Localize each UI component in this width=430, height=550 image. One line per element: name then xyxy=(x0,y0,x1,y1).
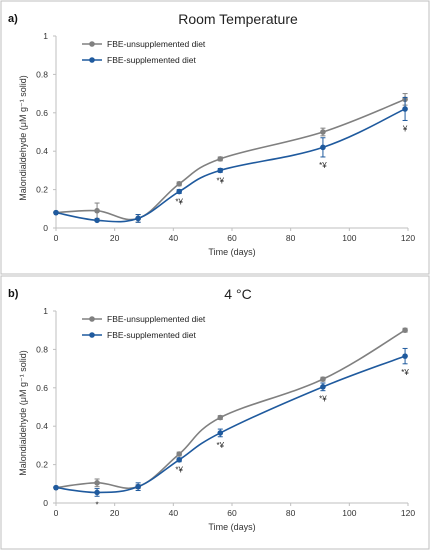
panel-label: a) xyxy=(8,13,18,25)
legend-label: FBE-supplemented diet xyxy=(107,330,196,340)
data-point xyxy=(176,457,182,463)
y-tick-label: 0.6 xyxy=(36,108,48,118)
data-point xyxy=(53,209,59,216)
chart-title: Room Temperature xyxy=(178,11,298,27)
data-point xyxy=(320,129,326,135)
y-tick-label: 0 xyxy=(43,498,48,508)
data-point xyxy=(176,451,182,457)
x-axis-label: Time (days) xyxy=(208,247,255,257)
legend-swatch-marker xyxy=(89,316,95,322)
legend-swatch-marker xyxy=(89,41,95,47)
data-point xyxy=(402,353,408,359)
y-tick-label: 0.4 xyxy=(36,146,48,156)
data-point xyxy=(217,156,224,162)
x-tick-label: 80 xyxy=(286,233,296,243)
y-tick-label: 0 xyxy=(43,223,48,233)
significance-annotation: *¥ xyxy=(401,368,409,377)
x-tick-label: 100 xyxy=(342,508,356,518)
legend-swatch-marker xyxy=(89,57,95,63)
data-point xyxy=(320,376,326,382)
data-point xyxy=(217,414,224,421)
significance-annotation: ¥ xyxy=(402,124,408,133)
data-point xyxy=(176,188,182,195)
data-point xyxy=(135,215,141,222)
legend-label: FBE-unsupplemented diet xyxy=(107,314,206,324)
data-point xyxy=(135,483,141,490)
x-tick-label: 20 xyxy=(110,508,120,518)
y-tick-label: 0.8 xyxy=(36,344,48,354)
panel-frame xyxy=(0,275,430,550)
x-tick-label: 40 xyxy=(169,233,179,243)
x-tick-label: 0 xyxy=(54,233,59,243)
x-tick-label: 120 xyxy=(401,233,415,243)
y-tick-label: 0.2 xyxy=(36,185,48,195)
legend-swatch-marker xyxy=(89,332,95,338)
data-point xyxy=(402,106,408,112)
x-tick-label: 20 xyxy=(110,233,120,243)
y-tick-label: 0.6 xyxy=(36,383,48,393)
legend-label: FBE-supplemented diet xyxy=(107,55,196,65)
chart-title: 4 °C xyxy=(224,286,251,302)
data-point xyxy=(320,384,326,390)
chart-panel-b: b) 4 °C 0 0.2 0.4 0.6 0.8 1 0 20 40 60 80 100 120 Time … xyxy=(0,275,430,550)
significance-annotation: *¥ xyxy=(175,197,183,206)
y-tick-label: 1 xyxy=(43,31,48,41)
data-point xyxy=(94,217,100,224)
x-tick-label: 120 xyxy=(401,508,415,518)
data-point xyxy=(217,167,224,174)
panel-label: b) xyxy=(8,288,19,300)
significance-annotation: *¥ xyxy=(216,441,224,450)
x-tick-label: 60 xyxy=(227,508,237,518)
data-point xyxy=(53,484,59,491)
y-tick-label: 0.2 xyxy=(36,460,48,470)
data-point xyxy=(402,327,408,333)
data-point xyxy=(320,144,326,151)
x-axis-label: Time (days) xyxy=(208,522,255,532)
x-tick-label: 100 xyxy=(342,233,356,243)
significance-annotation: *¥ xyxy=(319,395,327,404)
y-axis-label: Malondialdehyde (μM g⁻¹ solid) xyxy=(18,350,28,476)
data-point xyxy=(94,480,100,486)
data-point xyxy=(94,207,100,214)
y-tick-label: 0.4 xyxy=(36,421,48,431)
y-axis-label: Malondialdehyde (μM g⁻¹ solid) xyxy=(18,75,28,201)
significance-annotation: *¥ xyxy=(319,161,327,170)
significance-annotation: *¥ xyxy=(175,466,183,475)
data-point xyxy=(217,430,224,436)
legend-label: FBE-unsupplemented diet xyxy=(107,39,206,49)
data-point xyxy=(94,489,100,496)
x-tick-label: 0 xyxy=(54,508,59,518)
significance-annotation: * xyxy=(96,500,99,509)
x-tick-label: 40 xyxy=(169,508,179,518)
y-tick-label: 1 xyxy=(43,306,48,316)
panel-frame xyxy=(0,0,430,275)
y-tick-label: 0.8 xyxy=(36,69,48,79)
data-point xyxy=(176,181,182,187)
x-tick-label: 80 xyxy=(286,508,296,518)
significance-annotation: *¥ xyxy=(216,176,224,185)
chart-panel-a: a) Room Temperature 0 0.2 0.4 0.6 0.8 1 0 20 40 60 8… xyxy=(0,0,430,275)
x-tick-label: 60 xyxy=(227,233,237,243)
